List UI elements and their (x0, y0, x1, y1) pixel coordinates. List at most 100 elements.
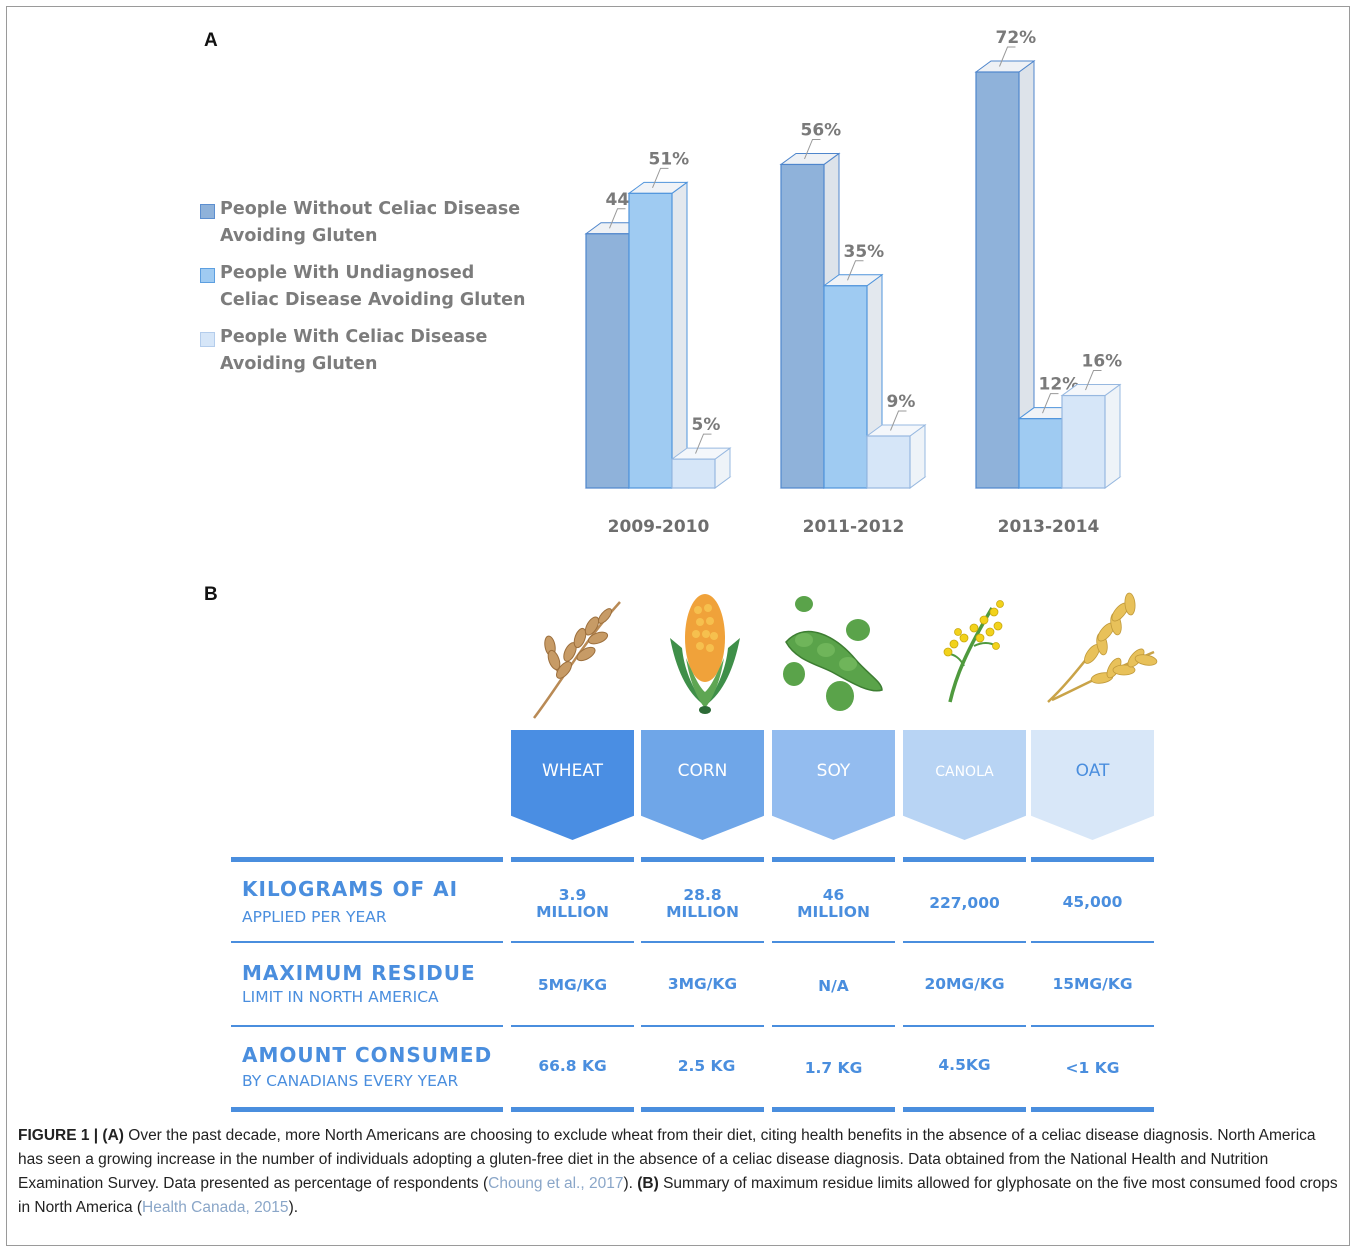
panel-a-label: A (204, 30, 218, 51)
crop-name: CANOLA (935, 764, 994, 780)
table-rule (903, 1107, 1026, 1112)
data-label: 51% (649, 149, 690, 169)
legend-label: People Without Celiac Disease Avoiding G… (220, 199, 521, 246)
crop-name: CORN (677, 761, 728, 781)
table-rule (511, 1107, 634, 1112)
table-cell: 2.5 KG (677, 1057, 736, 1075)
table-cell: 227,000 (929, 894, 1000, 912)
corn-icon (670, 594, 740, 714)
legend-item-without-celiac: People Without Celiac Disease Avoiding G… (200, 196, 530, 250)
table-cell: N/A (818, 977, 849, 995)
table-cell: 28.8 MILLION (666, 886, 739, 921)
bar (1061, 394, 1106, 489)
table-cell: 45,000 (1062, 893, 1123, 911)
row-divider (511, 1025, 634, 1027)
row-divider (511, 941, 634, 943)
bar-side (1104, 383, 1121, 489)
legend-label: People With Undiagnosed Celiac Disease A… (220, 263, 526, 310)
caption-text: ). (623, 1175, 638, 1192)
caption-label-b: (B) (637, 1175, 659, 1192)
figure-frame (6, 6, 1350, 1246)
row-divider (772, 941, 895, 943)
crop-banner-wheat: WHEAT (511, 730, 634, 840)
data-label: 72% (996, 28, 1037, 48)
table-cell: 3.9 MILLION (536, 886, 609, 921)
legend-swatch (200, 204, 215, 219)
bar-chart: 44%51%5%2009-201056%35%9%2011-201272%12%… (584, 28, 1123, 537)
data-label: 5% (692, 415, 721, 435)
table-cell: <1 KG (1065, 1059, 1120, 1077)
label-leader (890, 410, 907, 431)
row-title-amount-consumed: AMOUNT CONSUMED (242, 1043, 493, 1067)
caption-text: ). (288, 1199, 299, 1216)
table-cell: 3MG/KG (667, 975, 738, 993)
crop-name: SOY (816, 761, 851, 781)
bar (975, 71, 1020, 489)
crop-name: WHEAT (541, 761, 604, 781)
table-rule (641, 857, 764, 862)
caption-label-a: FIGURE 1 | (A) (18, 1127, 124, 1144)
row-divider (903, 941, 1026, 943)
crop-banner-soy: SOY (772, 730, 895, 840)
label-leader (652, 167, 669, 189)
table-cell: 4.5KG (938, 1056, 991, 1074)
table-cell: 5MG/KG (537, 976, 608, 994)
label-leader (1085, 370, 1102, 391)
label-leader (804, 138, 821, 160)
table-rule (1031, 1107, 1154, 1112)
bar (585, 233, 630, 489)
label-leader (609, 208, 626, 229)
table-cell: 1.7 KG (804, 1059, 863, 1077)
crop-name: OAT (1075, 761, 1110, 781)
row-divider (1031, 941, 1154, 943)
chart-legend: People Without Celiac Disease Avoiding G… (200, 196, 530, 388)
row-divider (641, 1025, 764, 1027)
x-tick-label: 2011-2012 (803, 517, 905, 537)
citation-link[interactable]: Health Canada, 2015 (142, 1199, 289, 1216)
table-rule (772, 857, 895, 862)
bar (628, 192, 673, 489)
table-cell: 66.8 KG (538, 1057, 607, 1075)
bar (780, 163, 825, 489)
row-divider (231, 941, 503, 943)
legend-item-undiagnosed-celiac: People With Undiagnosed Celiac Disease A… (200, 260, 530, 314)
data-label: 35% (844, 242, 885, 262)
crop-banner-corn: CORN (641, 730, 764, 840)
data-label: 9% (887, 392, 916, 412)
label-leader (847, 260, 864, 281)
table-rule (231, 1107, 503, 1112)
caption-text-a: Over the past decade, more North America… (18, 1127, 1316, 1192)
data-label: 16% (1082, 352, 1123, 372)
row-title-kilograms: KILOGRAMS OF AI (242, 877, 459, 901)
crop-banner-oat: OAT (1031, 730, 1154, 840)
bar (671, 458, 716, 489)
data-label: 56% (801, 120, 842, 140)
table-rule (231, 857, 503, 862)
figure-caption: FIGURE 1 | (A) Over the past decade, mor… (18, 1124, 1340, 1220)
table-cell: 46 MILLION (797, 886, 870, 921)
row-subtitle: APPLIED PER YEAR (242, 908, 387, 926)
row-subtitle: LIMIT IN NORTH AMERICA (242, 988, 439, 1006)
row-divider (641, 941, 764, 943)
legend-label: People With Celiac Disease Avoiding Glut… (220, 327, 488, 374)
x-tick-label: 2013-2014 (998, 517, 1100, 537)
citation-link[interactable]: Choung et al., 2017 (488, 1175, 624, 1192)
bar (823, 285, 868, 489)
oat-icon (1047, 592, 1158, 703)
bar-side (671, 181, 688, 489)
table-cell: 20MG/KG (924, 975, 1005, 993)
panel-b-label: B (204, 584, 218, 605)
bar (866, 435, 911, 489)
row-divider (1031, 1025, 1154, 1027)
row-title-max-residue: MAXIMUM RESIDUE (242, 961, 476, 985)
bar (1018, 418, 1063, 489)
crop-banner-canola: CANOLA (903, 730, 1026, 840)
row-subtitle: BY CANADIANS EVERY YEAR (242, 1072, 459, 1090)
row-divider (231, 1025, 503, 1027)
wheat-icon (533, 601, 621, 719)
table-rule (903, 857, 1026, 862)
table-cell: 15MG/KG (1052, 975, 1133, 993)
legend-swatch (200, 332, 215, 347)
canola-icon (943, 600, 1004, 703)
legend-item-with-celiac: People With Celiac Disease Avoiding Glut… (200, 324, 530, 378)
